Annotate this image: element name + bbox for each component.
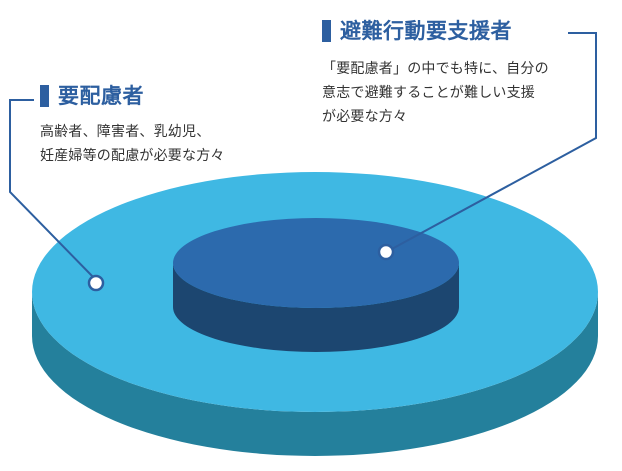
outer-leader-line: [9, 99, 97, 281]
heading-bar-marker: [322, 20, 331, 42]
outer-disc-side: [32, 292, 598, 456]
inner-circle-description: 「要配慮者」の中でも特に、自分の 意志で避難することが難しい支援 が必要な方々: [322, 61, 549, 125]
inner-circle-title: 避難行動要支援者: [340, 19, 512, 43]
outer-circle-heading: 要配慮者: [40, 84, 225, 108]
outer-circle-title: 要配慮者: [58, 84, 144, 108]
inner-circle-heading: 避難行動要支援者: [322, 19, 549, 43]
inner-disc-side: [173, 263, 459, 352]
inner-circle-label: 避難行動要支援者 「要配慮者」の中でも特に、自分の 意志で避難することが難しい支…: [322, 19, 549, 129]
outer-leader-dot: [87, 274, 105, 292]
inner-leader-dot: [377, 243, 395, 261]
outer-circle-label: 要配慮者 高齢者、障害者、乳幼児、 妊産婦等の配慮が必要な方々: [40, 84, 225, 168]
inner-leader-line: [389, 32, 597, 251]
inner-disc-top: [173, 218, 459, 308]
heading-bar-marker: [40, 85, 49, 107]
outer-circle-description: 高齢者、障害者、乳幼児、 妊産婦等の配慮が必要な方々: [40, 124, 225, 164]
